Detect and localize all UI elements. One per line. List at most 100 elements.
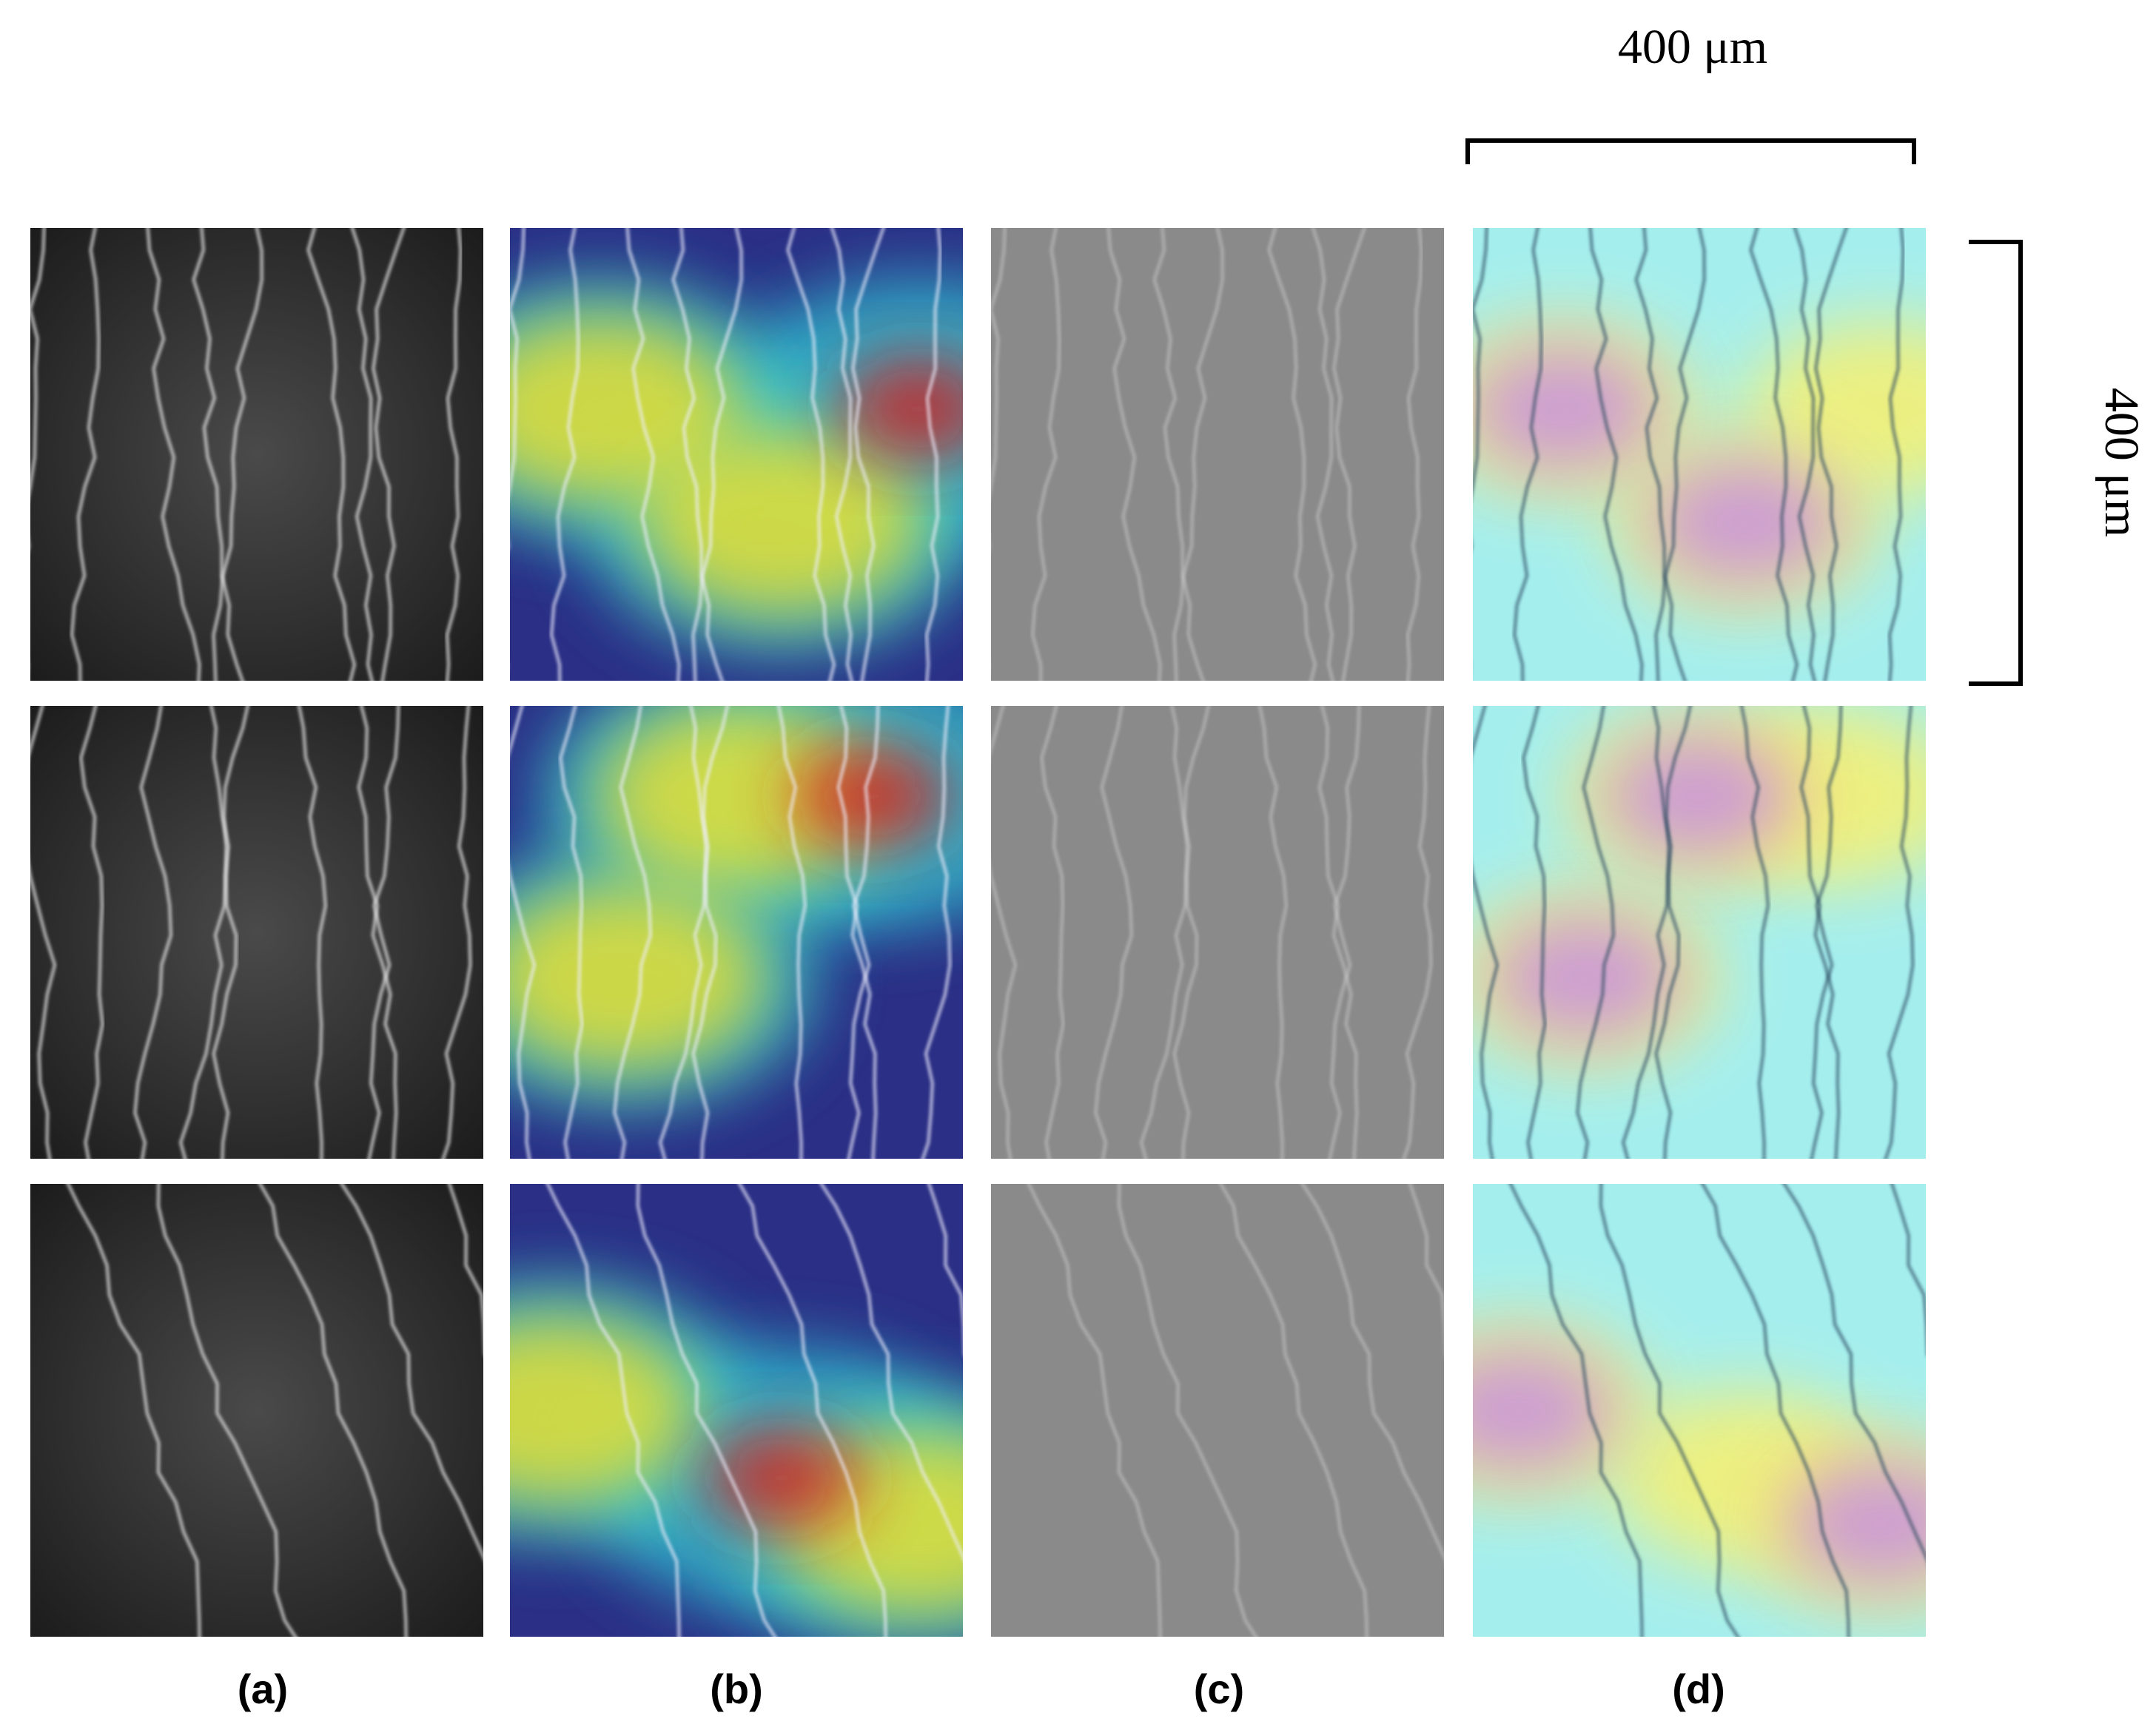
nerve-fiber	[372, 228, 406, 681]
nerve-fiber	[448, 1184, 483, 1349]
panel-content	[991, 706, 1444, 1159]
horizontal-scale-bracket	[1465, 138, 1916, 164]
nerve-fiber	[1300, 1184, 1444, 1561]
nerve-fiber	[559, 706, 584, 1159]
heat-blob	[1488, 912, 1684, 1043]
nerve-fiber	[786, 228, 836, 681]
nerve-fiber	[671, 228, 724, 681]
panel-content	[991, 228, 1444, 681]
image-panel	[30, 1184, 483, 1637]
nerve-fiber	[1522, 706, 1547, 1159]
nerve-fiber	[1884, 706, 1915, 1159]
nerve-fiber	[1172, 228, 1224, 681]
panel-content	[1473, 1184, 1926, 1637]
panel-content	[510, 706, 963, 1159]
image-panel	[1473, 1184, 1926, 1637]
nerve-fiber	[836, 706, 878, 1159]
nerve-fiber	[1652, 706, 1681, 1159]
heat-blob	[702, 1424, 862, 1532]
nerve-fiber	[1749, 228, 1799, 681]
nerve-fiber	[738, 1184, 887, 1637]
vertical-scale-bracket	[1969, 240, 2023, 686]
panel-content	[30, 1184, 483, 1637]
panel-background	[991, 228, 1444, 681]
nerve-fiber	[510, 706, 537, 1159]
nerve-fiber	[991, 706, 1018, 1159]
nerve-fiber	[1328, 706, 1361, 1159]
nerve-fiber	[340, 1184, 483, 1561]
nerve-fiber	[79, 706, 104, 1159]
nerve-fiber	[510, 228, 525, 494]
heat-blob	[1782, 1458, 1926, 1589]
nerve-fiber	[927, 1184, 963, 1349]
nerve-fiber	[1170, 706, 1199, 1159]
nerve-fiber	[30, 706, 57, 1159]
nerve-fiber	[1588, 228, 1644, 681]
panel-content	[30, 706, 483, 1159]
nerve-fiber	[691, 228, 743, 681]
nerve-fiber	[689, 706, 718, 1159]
nerve-fiber	[212, 228, 263, 681]
panel-content	[1473, 228, 1926, 681]
nerve-fiber	[1888, 228, 1905, 681]
nerve-fiber	[550, 228, 580, 681]
nerve-fiber	[1140, 706, 1210, 1159]
nerve-fiber	[1513, 228, 1543, 681]
horizontal-scale-label: 400 μm	[1618, 20, 1767, 74]
column-label: (d)	[1672, 1666, 1725, 1712]
nerve-fiber	[1031, 228, 1061, 681]
image-panel	[1473, 228, 1926, 681]
nerve-fiber	[1701, 1184, 1850, 1637]
nerve-fiber	[70, 228, 101, 681]
nerve-fiber	[1634, 228, 1687, 681]
nerve-fiber	[30, 228, 46, 494]
column-label: (a)	[238, 1666, 288, 1712]
nerve-fiber	[66, 1184, 201, 1637]
nerve-fiber	[1622, 706, 1692, 1159]
nerve-fiber	[357, 706, 398, 1159]
image-panel	[1473, 706, 1926, 1159]
nerve-fiber	[1106, 228, 1162, 681]
nerve-fiber	[851, 228, 885, 681]
nerve-fiber	[659, 706, 729, 1159]
nerve-fiber	[777, 706, 807, 1159]
nerve-fiber	[1799, 706, 1841, 1159]
image-panel	[30, 228, 483, 681]
image-panel	[991, 706, 1444, 1159]
nerve-fiber	[625, 228, 681, 681]
nerve-fiber	[1406, 228, 1423, 681]
nerve-fiber	[819, 1184, 963, 1561]
heat-blob	[792, 743, 953, 850]
heat-blob	[594, 706, 879, 892]
panel-content	[991, 1184, 1444, 1637]
heat-blob	[510, 883, 765, 1073]
nerve-fiber	[1117, 1184, 1258, 1637]
image-panel	[991, 228, 1444, 681]
nerve-fiber	[441, 706, 472, 1159]
nerve-fiber	[1508, 1184, 1644, 1637]
panel-content	[510, 228, 963, 681]
nerve-fiber	[446, 228, 463, 681]
nerve-fiber	[1814, 228, 1848, 681]
nerve-fiber	[545, 1184, 681, 1637]
panel-background	[30, 1184, 483, 1637]
heat-blob	[1602, 731, 1797, 862]
column-label: (c)	[1194, 1666, 1244, 1712]
nerve-fiber	[1402, 706, 1433, 1159]
nerve-fiber	[209, 706, 238, 1159]
nerve-fiber	[1027, 1184, 1162, 1637]
heat-blob	[837, 355, 963, 462]
nerve-fiber	[1740, 706, 1770, 1159]
nerve-fiber	[156, 1184, 298, 1637]
nerve-fiber	[367, 706, 400, 1159]
nerve-fiber	[1040, 706, 1065, 1159]
panel-content	[1473, 706, 1926, 1159]
image-panel	[991, 1184, 1444, 1637]
nerve-fiber	[1267, 228, 1317, 681]
nerve-fiber	[1219, 1184, 1369, 1637]
nerve-fiber	[1094, 706, 1133, 1159]
nerve-fiber	[133, 706, 172, 1159]
nerve-fiber	[925, 228, 942, 681]
